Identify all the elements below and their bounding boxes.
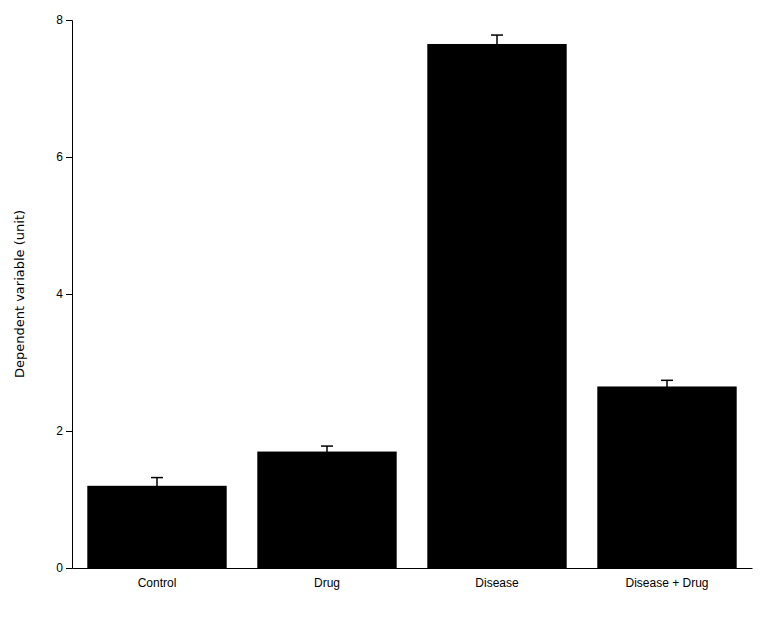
y-tick: 2 (56, 424, 72, 438)
error-bar-stem (496, 35, 498, 53)
error-bar-stem (666, 380, 668, 392)
y-tick-mark (66, 294, 72, 295)
x-tick: Control (138, 576, 177, 590)
error-bar-cap (491, 52, 503, 54)
error-bar (321, 446, 333, 457)
x-tick: Disease (475, 576, 519, 590)
x-tick-label: Control (138, 576, 177, 590)
x-tick-label: Drug (314, 576, 340, 590)
y-tick-label: 6 (56, 150, 63, 164)
plot-area: 0 2 4 6 8 Control Drug Disease Disease + Drug (56, 13, 752, 589)
y-axis-line (66, 21, 73, 569)
bar (427, 44, 566, 568)
y-tick: 4 (56, 287, 72, 301)
error-bar-cap (661, 380, 673, 382)
error-bar-stem (326, 446, 328, 457)
error-bar-cap (661, 392, 673, 394)
y-axis-title: Dependent variable (unit) (12, 210, 27, 378)
y-tick-label: 4 (56, 287, 63, 301)
y-tick: 8 (56, 13, 72, 27)
error-bar (151, 478, 163, 494)
error-bar-cap (151, 477, 163, 479)
error-bar-cap (321, 445, 333, 447)
y-tick-mark (66, 568, 72, 569)
marks (87, 35, 736, 568)
bar (87, 486, 226, 568)
x-tick: Drug (314, 576, 340, 590)
x-tick: Disease + Drug (625, 576, 708, 590)
x-tick-label: Disease (475, 576, 519, 590)
y-tick-mark (66, 20, 72, 21)
x-axis: Control Drug Disease Disease + Drug (73, 569, 753, 590)
x-tick-label: Disease + Drug (625, 576, 708, 590)
error-bar (661, 380, 673, 392)
y-tick-label: 0 (56, 561, 63, 575)
y-tick-mark (66, 431, 72, 432)
error-bar-cap (491, 34, 503, 36)
y-tick-mark (66, 157, 72, 158)
error-bar-cap (151, 493, 163, 495)
y-tick-label: 2 (56, 424, 63, 438)
error-bar-cap (321, 456, 333, 458)
error-bar-stem (156, 478, 158, 494)
x-axis-line (73, 568, 753, 569)
bar (257, 452, 396, 568)
error-bar (491, 35, 503, 53)
y-axis: 0 2 4 6 8 (56, 13, 72, 575)
y-tick-label: 8 (56, 13, 63, 27)
bar (597, 386, 736, 568)
y-tick: 0 (56, 561, 72, 575)
y-tick: 6 (56, 150, 72, 164)
chart: 0 2 4 6 8 Control Drug Disease Disease + Drug Dep… (0, 0, 768, 618)
